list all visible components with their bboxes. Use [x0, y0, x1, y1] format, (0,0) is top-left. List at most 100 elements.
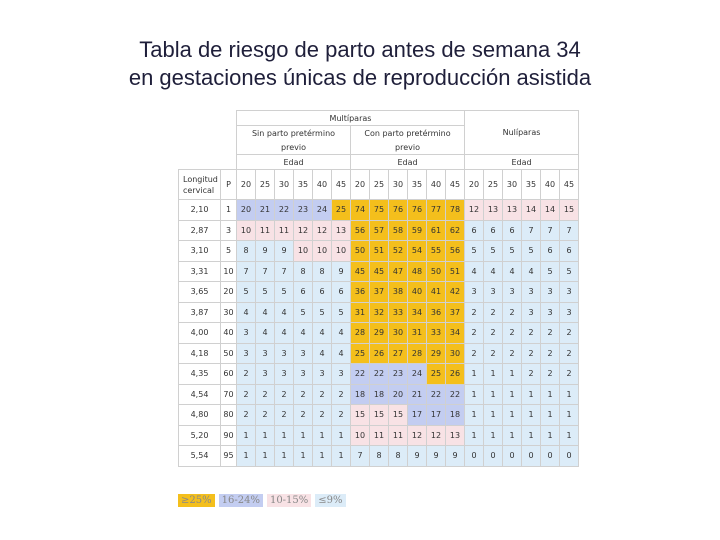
risk-value-cell: 37 [445, 301, 465, 323]
risk-value-cell: 4 [255, 322, 275, 344]
risk-value-cell: 2 [521, 322, 541, 344]
corner-blank [178, 110, 237, 155]
risk-value-cell: 5 [255, 281, 275, 303]
risk-table: Multíparas Nulíparas Sin parto pretérmin… [178, 110, 579, 467]
risk-value-cell: 17 [426, 404, 446, 426]
risk-value-cell: 10 [236, 219, 256, 241]
risk-value-cell: 77 [426, 199, 446, 221]
risk-value-cell: 3 [255, 342, 275, 364]
risk-value-cell: 3 [559, 301, 579, 323]
risk-value-cell: 7 [236, 260, 256, 282]
risk-value-cell: 26 [369, 342, 389, 364]
risk-value-cell: 22 [426, 383, 446, 405]
risk-value-cell: 5 [312, 301, 332, 323]
risk-value-cell: 4 [464, 260, 484, 282]
risk-value-cell: 2 [236, 363, 256, 385]
risk-value-cell: 75 [369, 199, 389, 221]
risk-value-cell: 4 [236, 301, 256, 323]
risk-value-cell: 33 [426, 322, 446, 344]
risk-value-cell: 6 [312, 281, 332, 303]
percentile-cell: 70 [220, 383, 237, 405]
risk-value-cell: 37 [369, 281, 389, 303]
risk-value-cell: 22 [274, 199, 294, 221]
risk-value-cell: 9 [274, 240, 294, 262]
percentile-cell: 5 [220, 240, 237, 262]
risk-value-cell: 7 [255, 260, 275, 282]
risk-value-cell: 21 [407, 383, 427, 405]
risk-value-cell: 45 [369, 260, 389, 282]
risk-value-cell: 36 [350, 281, 370, 303]
risk-value-cell: 6 [331, 281, 351, 303]
risk-value-cell: 15 [350, 404, 370, 426]
risk-value-cell: 4 [293, 322, 313, 344]
age-header-without-3: 35 [293, 169, 313, 200]
risk-value-cell: 2 [312, 383, 332, 405]
risk-value-cell: 59 [407, 219, 427, 241]
risk-value-cell: 2 [236, 404, 256, 426]
legend-item: ≥25% [178, 494, 215, 507]
with-edad-header: Edad [350, 154, 465, 170]
risk-value-cell: 4 [521, 260, 541, 282]
risk-value-cell: 1 [559, 404, 579, 426]
risk-value-cell: 1 [274, 424, 294, 446]
risk-value-cell: 34 [445, 322, 465, 344]
risk-value-cell: 5 [464, 240, 484, 262]
risk-value-cell: 1 [502, 363, 522, 385]
legend-item: 16-24% [218, 494, 263, 507]
risk-value-cell: 6 [502, 219, 522, 241]
risk-value-cell: 3 [540, 281, 560, 303]
length-cell: 2,10 [178, 199, 221, 221]
risk-value-cell: 9 [426, 445, 446, 467]
risk-value-cell: 13 [502, 199, 522, 221]
table-row: 3,10 5 8 9 9 10 10 10 50 51 52 54 55 56 5 5 5 5 6 6 [178, 240, 579, 262]
risk-value-cell: 8 [369, 445, 389, 467]
risk-value-cell: 15 [559, 199, 579, 221]
risk-value-cell: 1 [331, 424, 351, 446]
with-preterm-header: Con parto pretérmino [350, 125, 465, 140]
risk-value-cell: 1 [331, 445, 351, 467]
risk-value-cell: 2 [540, 363, 560, 385]
length-cell: 3,10 [178, 240, 221, 262]
risk-value-cell: 1 [540, 404, 560, 426]
risk-value-cell: 1 [464, 383, 484, 405]
age-header-nulli-2: 30 [502, 169, 522, 200]
risk-value-cell: 2 [255, 383, 275, 405]
risk-value-cell: 24 [407, 363, 427, 385]
risk-value-cell: 23 [293, 199, 313, 221]
risk-value-cell: 1 [255, 445, 275, 467]
risk-value-cell: 2 [502, 301, 522, 323]
risk-value-cell: 0 [559, 445, 579, 467]
risk-value-cell: 1 [521, 383, 541, 405]
risk-value-cell: 25 [350, 342, 370, 364]
risk-value-cell: 11 [255, 219, 275, 241]
age-header-nulli-0: 20 [464, 169, 484, 200]
risk-value-cell: 3 [255, 363, 275, 385]
table-row: 3,87 30 4 4 4 5 5 5 31 32 33 34 36 37 2 2 2 3 3 3 [178, 301, 579, 323]
risk-value-cell: 1 [502, 424, 522, 446]
risk-value-cell: 30 [388, 322, 408, 344]
risk-value-cell: 2 [331, 404, 351, 426]
title-line-2: en gestaciones únicas de reproducción as… [128, 65, 592, 90]
age-header-with-4: 40 [426, 169, 446, 200]
risk-value-cell: 0 [464, 445, 484, 467]
risk-value-cell: 8 [388, 445, 408, 467]
risk-value-cell: 5 [540, 260, 560, 282]
risk-table-container: Multíparas Nulíparas Sin parto pretérmin… [178, 110, 579, 467]
risk-value-cell: 3 [559, 281, 579, 303]
risk-value-cell: 2 [540, 342, 560, 364]
risk-value-cell: 7 [274, 260, 294, 282]
risk-value-cell: 13 [331, 219, 351, 241]
risk-value-cell: 29 [426, 342, 446, 364]
table-row: 2,10 1 20 21 22 23 24 25 74 75 76 76 77 78 12 13 13 14 14 1… [178, 199, 579, 221]
risk-value-cell: 1 [312, 445, 332, 467]
risk-value-cell: 3 [521, 281, 541, 303]
risk-value-cell: 12 [464, 199, 484, 221]
risk-value-cell: 4 [312, 342, 332, 364]
length-cell: 4,18 [178, 342, 221, 364]
risk-value-cell: 11 [274, 219, 294, 241]
risk-value-cell: 2 [236, 383, 256, 405]
risk-value-cell: 78 [445, 199, 465, 221]
risk-value-cell: 12 [293, 219, 313, 241]
table-row: 4,54 70 2 2 2 2 2 2 18 18 20 21 22 22 1 1 1 1 1 1 [178, 383, 579, 405]
risk-value-cell: 2 [464, 342, 484, 364]
